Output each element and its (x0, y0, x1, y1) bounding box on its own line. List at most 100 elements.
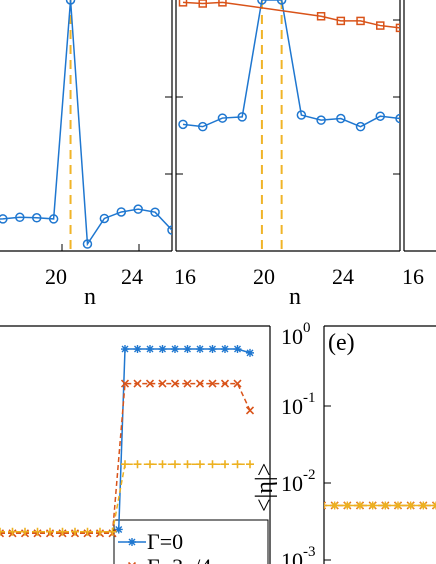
legend-entry: Γ=3π/4 (147, 554, 211, 564)
series-line (118, 348, 251, 530)
xtick-label: 20 (253, 264, 275, 289)
data-point (133, 204, 143, 214)
legend-marker (128, 538, 136, 546)
data-point (48, 214, 59, 224)
data-point (208, 460, 217, 469)
panel-marks (0, 0, 172, 251)
data-point (158, 345, 167, 354)
data-point (46, 527, 54, 536)
y-axis-label: <|η|> (252, 463, 278, 512)
xtick-label: 16 (174, 264, 196, 289)
ytick-label: 10 (281, 394, 303, 419)
data-point (133, 379, 142, 388)
data-point (233, 460, 242, 469)
data-point (233, 379, 242, 388)
panel-bottom-left (0, 325, 271, 564)
data-point (82, 239, 93, 249)
data-point (33, 527, 42, 536)
series-line (0, 382, 251, 535)
data-point (395, 23, 400, 33)
data-point (145, 379, 155, 388)
data-point (71, 527, 79, 536)
data-point (368, 501, 377, 510)
panel-top-middle: 16 20 24 n (174, 0, 401, 310)
data-point (198, 0, 207, 8)
data-point (114, 525, 123, 534)
legend: Γ=0 Γ=3π/4 (113, 519, 269, 564)
data-point (183, 379, 192, 388)
data-point (356, 16, 365, 26)
data-point (121, 345, 129, 354)
series-line (0, 463, 250, 533)
data-point (220, 379, 230, 388)
ytick-exponent: -1 (303, 390, 316, 406)
data-point (195, 379, 205, 388)
ytick-label: 10 (281, 471, 303, 496)
data-point (406, 501, 415, 510)
data-point (257, 0, 267, 5)
data-point (246, 348, 254, 357)
ytick-exponent: -3 (303, 544, 316, 560)
data-point (31, 213, 42, 223)
panel-top-right: 16 (402, 0, 436, 289)
panel-e: (e) 10 0 10 -1 10 -2 10 -3 <|η|> (252, 320, 436, 564)
data-point (183, 460, 192, 469)
panel-marks (324, 501, 436, 510)
data-point (296, 110, 307, 120)
ytick-label: 10 (281, 324, 303, 349)
data-point (167, 225, 172, 235)
data-point (178, 0, 188, 7)
data-point (343, 501, 352, 510)
xtick-label: 20 (45, 264, 67, 289)
data-point (196, 460, 204, 469)
data-point (221, 345, 229, 354)
data-point (324, 501, 326, 509)
data-point (96, 527, 104, 536)
data-point (196, 345, 204, 354)
data-point (0, 527, 4, 536)
series-line (0, 0, 172, 247)
panel-label: (e) (328, 330, 355, 356)
data-point (120, 379, 130, 388)
data-point (376, 21, 385, 30)
data-point (208, 379, 217, 388)
ytick-label: 10 (281, 548, 303, 564)
data-point (316, 12, 326, 21)
data-point (395, 113, 400, 124)
data-point (276, 0, 287, 5)
data-point (99, 213, 110, 224)
data-point (133, 345, 142, 354)
panel-marks (178, 0, 400, 251)
data-point (108, 527, 117, 536)
data-point (171, 345, 179, 354)
x-axis-label: n (84, 284, 96, 310)
data-point (217, 113, 228, 123)
data-point (355, 121, 366, 132)
data-point (336, 16, 346, 26)
data-point (58, 527, 67, 536)
data-point (197, 121, 208, 132)
data-point (356, 501, 364, 510)
data-point (15, 212, 25, 223)
ytick-exponent: 0 (303, 320, 311, 336)
data-point (330, 501, 339, 510)
data-point (0, 214, 8, 224)
data-point (208, 345, 217, 354)
panel-marks (0, 345, 255, 538)
data-point (394, 501, 402, 510)
series-line (182, 1, 400, 29)
panel-top-left: 20 24 n (0, 0, 173, 310)
data-point (150, 207, 160, 217)
data-point (316, 115, 326, 125)
data-point (245, 406, 255, 415)
data-point (171, 460, 179, 469)
data-point (146, 460, 154, 469)
data-point (158, 379, 167, 388)
data-point (170, 379, 180, 388)
series-line (182, 0, 400, 128)
data-point (381, 501, 390, 510)
data-point (419, 501, 428, 510)
chart-marks (0, 0, 436, 538)
data-point (246, 460, 254, 469)
xtick-label: 16 (402, 264, 424, 289)
